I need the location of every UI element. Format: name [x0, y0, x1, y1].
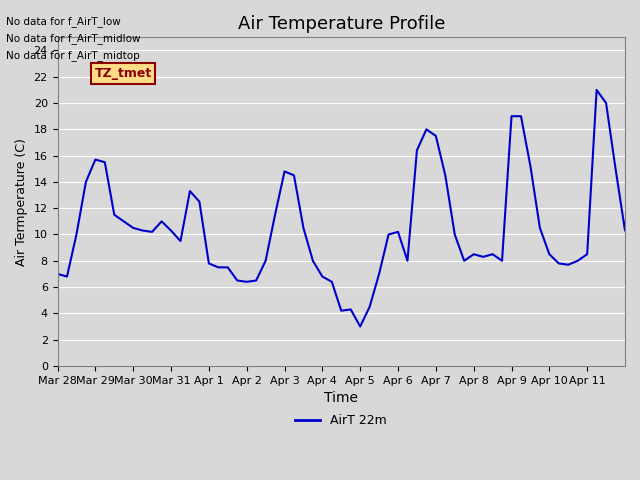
Text: No data for f_AirT_low: No data for f_AirT_low: [6, 16, 121, 27]
Text: No data for f_AirT_midtop: No data for f_AirT_midtop: [6, 49, 140, 60]
Title: Air Temperature Profile: Air Temperature Profile: [237, 15, 445, 33]
Text: No data for f_AirT_midlow: No data for f_AirT_midlow: [6, 33, 141, 44]
Legend: AirT 22m: AirT 22m: [291, 409, 392, 432]
X-axis label: Time: Time: [324, 391, 358, 405]
Y-axis label: Air Termperature (C): Air Termperature (C): [15, 138, 28, 265]
Text: TZ_tmet: TZ_tmet: [95, 67, 152, 80]
